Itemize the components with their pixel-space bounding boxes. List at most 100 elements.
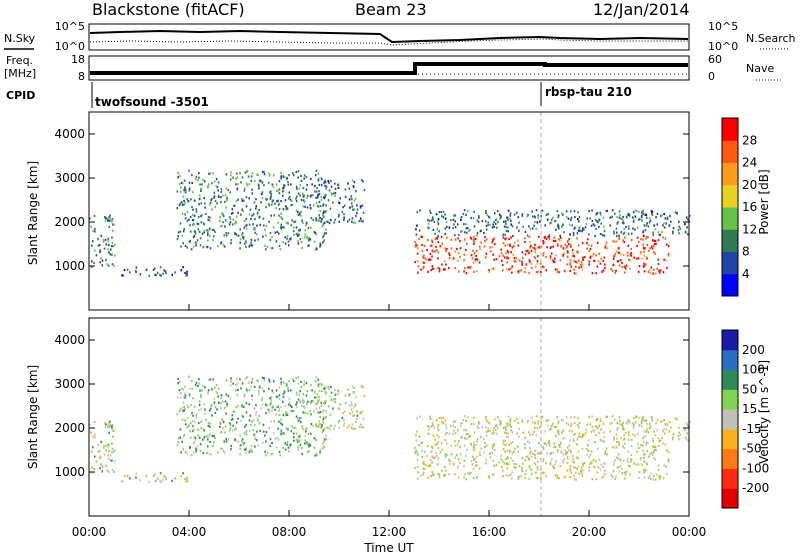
velocity-echo-cell bbox=[440, 417, 442, 420]
velocity-echo-cell bbox=[199, 450, 202, 453]
velocity-echo-cell bbox=[625, 470, 628, 473]
freq-left-tick-high: 18 bbox=[71, 53, 85, 66]
power-echo-cell bbox=[183, 190, 186, 193]
power-echo-cell bbox=[600, 257, 603, 260]
velocity-echo-cell bbox=[243, 441, 245, 445]
power-echo-cell bbox=[414, 240, 416, 244]
power-echo-cell bbox=[180, 245, 182, 248]
power-echo-cell bbox=[436, 237, 439, 240]
velocity-echo-cell bbox=[477, 421, 480, 424]
power-echo-cell bbox=[688, 214, 691, 217]
power-echo-cell bbox=[122, 274, 124, 277]
power-echo-cell bbox=[444, 217, 447, 220]
velocity-echo-cell bbox=[534, 449, 536, 452]
power-echo-cell bbox=[604, 244, 607, 247]
power-echo-cell bbox=[298, 187, 301, 190]
velocity-echo-cell bbox=[470, 471, 472, 475]
velocity-echo-cell bbox=[491, 432, 494, 435]
velocity-echo-cell bbox=[97, 443, 99, 447]
velocity-echo-cell bbox=[573, 461, 576, 464]
velocity-echo-cell bbox=[642, 449, 644, 452]
velocity-echo-cell bbox=[598, 458, 601, 461]
power-echo-cell bbox=[454, 214, 456, 217]
power-echo-cell bbox=[188, 169, 190, 172]
velocity-echo-cell bbox=[617, 452, 620, 456]
power-echo-cell bbox=[521, 260, 523, 263]
power-echo-cell bbox=[177, 235, 180, 238]
power-echo-cell bbox=[616, 222, 619, 225]
velocity-echo-cell bbox=[452, 424, 455, 427]
power-echo-cell bbox=[237, 211, 239, 214]
velocity-echo-cell bbox=[251, 398, 254, 401]
power-echo-cell bbox=[432, 250, 435, 254]
velocity-echo-cell bbox=[621, 423, 623, 426]
velocity-echo-cell bbox=[184, 419, 186, 422]
power-echo-cell bbox=[212, 238, 214, 242]
power-echo-cell bbox=[344, 195, 347, 198]
velocity-echo-cell bbox=[437, 428, 440, 431]
power-echo-cell bbox=[448, 226, 451, 229]
velocity-echo-cell bbox=[310, 423, 313, 426]
power-echo-cell bbox=[296, 232, 299, 235]
power-echo-cell bbox=[229, 217, 232, 221]
velocity-echo-cell bbox=[622, 428, 625, 431]
power-echo-cell bbox=[501, 259, 503, 262]
power-echo-cell bbox=[488, 216, 491, 219]
power-echo-cell bbox=[542, 242, 545, 245]
power-echo-cell bbox=[203, 229, 206, 233]
power-echo-cell bbox=[227, 232, 230, 235]
velocity-echo-cell bbox=[472, 455, 474, 458]
power-echo-cell bbox=[435, 248, 438, 252]
velocity-echo-cell bbox=[190, 454, 193, 457]
velocity-echo-cell bbox=[617, 427, 619, 430]
velocity-echo-cell bbox=[437, 463, 439, 466]
velocity-echo-cell bbox=[286, 413, 289, 416]
power-echo-cell bbox=[262, 217, 265, 220]
velocity-echo-cell bbox=[332, 398, 335, 401]
power-echo-cell bbox=[617, 251, 620, 254]
power-echo-cell bbox=[305, 222, 308, 225]
velocity-echo-cell bbox=[325, 391, 328, 394]
power-echo-cell bbox=[182, 203, 185, 206]
velocity-echo-cell bbox=[93, 467, 95, 471]
power-echo-cell bbox=[677, 229, 680, 232]
velocity-echo-cell bbox=[359, 411, 362, 414]
power-echo-cell bbox=[299, 237, 302, 241]
power-echo-cell bbox=[431, 267, 434, 270]
velocity-echo-cell bbox=[183, 396, 186, 399]
power-echo-cell bbox=[332, 201, 334, 204]
velocity-echo-cell bbox=[445, 426, 448, 429]
velocity-echo-cell bbox=[189, 421, 192, 424]
power-echo-cell bbox=[545, 256, 547, 259]
velocity-echo-cell bbox=[255, 413, 257, 416]
power-echo-cell bbox=[526, 249, 529, 252]
velocity-echo-cell bbox=[220, 401, 222, 405]
power-echo-cell bbox=[488, 270, 490, 273]
velocity-echo-cell bbox=[220, 406, 222, 410]
power-echo-cell bbox=[493, 258, 496, 261]
power-echo-cell bbox=[476, 232, 479, 235]
power-echo-cell bbox=[524, 230, 527, 233]
velocity-echo-cell bbox=[359, 412, 362, 415]
velocity-echo-cell bbox=[111, 442, 113, 445]
velocity-echo-cell bbox=[623, 437, 626, 440]
power-echo-cell bbox=[464, 231, 466, 234]
velocity-echo-cell bbox=[227, 438, 230, 441]
power-echoes bbox=[89, 169, 691, 277]
velocity-echo-cell bbox=[518, 475, 521, 478]
velocity-echo-cell bbox=[193, 440, 196, 444]
velocity-echo-cell bbox=[635, 416, 638, 419]
velocity-echo-cell bbox=[445, 455, 447, 459]
power-echo-cell bbox=[422, 267, 425, 270]
velocity-echo-cell bbox=[90, 450, 93, 453]
velocity-echo-cell bbox=[666, 423, 669, 427]
velocity-echo-cell bbox=[429, 458, 432, 462]
velocity-echo-cell bbox=[269, 397, 271, 400]
velocity-echo-cell bbox=[164, 476, 167, 479]
power-echo-cell bbox=[616, 215, 619, 219]
power-echo-cell bbox=[183, 199, 185, 203]
power-echo-cell bbox=[415, 228, 417, 231]
power-echo-cell bbox=[317, 193, 319, 196]
power-echo-cell bbox=[120, 274, 123, 277]
